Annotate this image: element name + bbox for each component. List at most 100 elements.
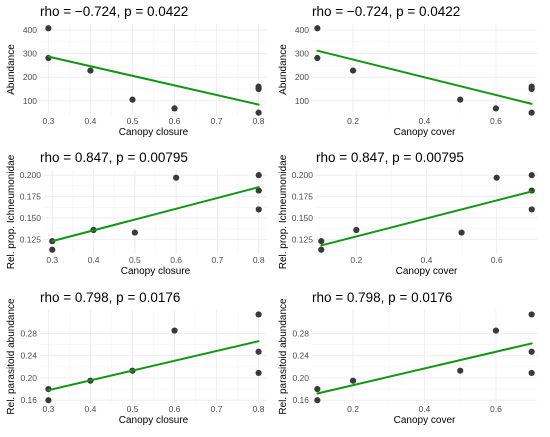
- x-tick-label: 0.6: [491, 255, 503, 265]
- y-tick-label: 400: [23, 25, 37, 35]
- data-point: [314, 25, 321, 32]
- data-point: [528, 109, 535, 116]
- data-point: [171, 105, 178, 112]
- x-tick-label: 0.5: [129, 255, 141, 265]
- data-point: [528, 369, 535, 377]
- x-axis-label: Canopy cover: [394, 127, 456, 138]
- x-tick-label: 0.6: [169, 116, 181, 126]
- data-point: [353, 226, 360, 234]
- x-tick-label: 0.2: [350, 255, 362, 265]
- fit-line: [320, 190, 533, 247]
- fit-line: [316, 342, 533, 395]
- y-tick-label: 0.125: [20, 234, 42, 244]
- panel-3: 0.3 0.4 0.5 0.6 0.7 0.8 0.125 0.150 0.175 0.200 rh…: [6, 150, 267, 277]
- data-point: [49, 246, 56, 253]
- y-tick-label: 100: [23, 96, 37, 106]
- x-axis-label: Canopy closure: [121, 266, 191, 277]
- panel-title: rho = 0.847, p = 0.00795: [316, 150, 464, 165]
- fit-line: [51, 186, 260, 243]
- x-tick-label: 0.3: [46, 255, 58, 265]
- y-axis-label: Rel. parasitoid abundance: [6, 298, 17, 415]
- data-point: [528, 206, 535, 213]
- data-point: [255, 369, 262, 377]
- data-point: [255, 109, 262, 116]
- y-tick-label: 0.175: [292, 192, 314, 202]
- panel-5: 0.3 0.4 0.5 0.6 0.7 0.8 0.16 0.20 0.24 0.28 rho = …: [6, 290, 267, 426]
- y-tick-label: 0.16: [292, 395, 309, 405]
- panel-title: rho = −0.724, p = 0.0422: [40, 4, 188, 19]
- x-tick-label: 0.6: [490, 404, 502, 414]
- x-tick-label: 0.4: [421, 255, 433, 265]
- x-tick-label: 0.4: [85, 404, 97, 414]
- data-point: [129, 96, 136, 103]
- y-tick-label: 0.28: [20, 328, 37, 338]
- panel-title: rho = 0.798, p = 0.0176: [40, 290, 180, 305]
- y-tick-label: 400: [295, 25, 309, 35]
- y-tick-label: 300: [23, 49, 37, 59]
- panel-6: 0.2 0.4 0.6 0.16 0.20 0.24 0.28 rho = 0.798, p …: [278, 290, 537, 426]
- x-tick-label: 0.6: [490, 116, 502, 126]
- y-tick-label: 0.28: [292, 328, 309, 338]
- data-point: [255, 311, 262, 318]
- x-tick-label: 0.8: [253, 116, 265, 126]
- x-tick-label: 0.4: [419, 404, 431, 414]
- data-point: [314, 54, 321, 62]
- x-tick-label: 0.4: [85, 116, 97, 126]
- panel-title: rho = 0.847, p = 0.00795: [40, 150, 188, 165]
- x-tick-label: 0.3: [42, 404, 54, 414]
- x-axis-label: Canopy closure: [119, 127, 189, 138]
- x-tick-label: 0.5: [127, 404, 139, 414]
- x-tick-label: 0.8: [253, 255, 265, 265]
- x-axis-label: Canopy cover: [396, 266, 458, 277]
- data-point: [255, 348, 262, 355]
- y-tick-label: 300: [295, 49, 309, 59]
- data-point: [458, 229, 465, 236]
- data-point: [318, 246, 325, 253]
- y-tick-label: 0.24: [292, 351, 309, 361]
- data-point: [528, 348, 535, 355]
- data-point: [492, 105, 500, 112]
- x-tick-label: 0.8: [253, 404, 265, 414]
- data-point: [492, 327, 500, 334]
- data-point: [457, 96, 464, 103]
- fit-line: [47, 55, 260, 106]
- y-axis-label: Abundance: [6, 44, 17, 95]
- data-point: [45, 25, 52, 32]
- y-tick-label: 200: [295, 72, 309, 82]
- y-tick-label: 100: [295, 96, 309, 106]
- x-tick-label: 0.5: [127, 116, 139, 126]
- data-point: [255, 206, 262, 213]
- fit-line: [316, 49, 533, 105]
- data-point: [131, 229, 138, 236]
- x-tick-label: 0.4: [419, 116, 431, 126]
- x-tick-label: 0.3: [42, 116, 54, 126]
- x-tick-label: 0.6: [169, 404, 181, 414]
- data-point: [45, 397, 52, 404]
- data-point: [493, 174, 500, 181]
- data-point: [457, 367, 464, 374]
- y-tick-label: 0.125: [292, 234, 314, 244]
- x-axis-label: Canopy closure: [119, 415, 189, 426]
- data-point: [171, 327, 178, 334]
- x-tick-label: 0.7: [212, 255, 224, 265]
- y-tick-label: 0.24: [20, 351, 37, 361]
- x-tick-label: 0.4: [88, 255, 100, 265]
- y-tick-label: 0.150: [292, 213, 314, 223]
- data-point: [173, 174, 180, 181]
- y-axis-label: Rel. parasitoid abundance: [278, 298, 289, 415]
- x-tick-label: 0.7: [211, 116, 223, 126]
- data-point: [349, 67, 357, 74]
- data-point: [87, 67, 94, 74]
- data-point: [255, 172, 262, 179]
- data-point: [255, 187, 262, 194]
- y-tick-label: 0.20: [292, 373, 309, 383]
- y-tick-label: 0.16: [20, 395, 37, 405]
- y-axis-label: Rel. prop. Ichneumonidae: [6, 154, 17, 269]
- data-point: [528, 85, 535, 93]
- data-point: [255, 85, 262, 93]
- data-point: [318, 238, 325, 245]
- data-point: [528, 311, 535, 318]
